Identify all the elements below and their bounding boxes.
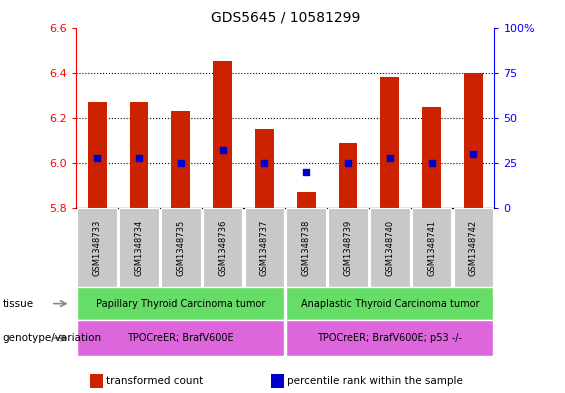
Text: percentile rank within the sample: percentile rank within the sample <box>287 376 463 386</box>
Text: GSM1348737: GSM1348737 <box>260 219 269 276</box>
Bar <box>380 77 399 208</box>
Point <box>302 169 311 175</box>
Point <box>469 151 478 157</box>
Point <box>134 154 144 161</box>
Point <box>427 160 436 166</box>
Text: GSM1348734: GSM1348734 <box>134 219 144 276</box>
Text: tissue: tissue <box>3 299 34 309</box>
Text: genotype/variation: genotype/variation <box>3 333 102 343</box>
Title: GDS5645 / 10581299: GDS5645 / 10581299 <box>211 11 360 25</box>
Point <box>260 160 269 166</box>
Bar <box>213 61 232 208</box>
Point <box>93 154 102 161</box>
Text: TPOCreER; BrafV600E; p53 -/-: TPOCreER; BrafV600E; p53 -/- <box>318 333 462 343</box>
Bar <box>464 73 483 208</box>
Text: Papillary Thyroid Carcinoma tumor: Papillary Thyroid Carcinoma tumor <box>96 299 266 309</box>
Bar <box>422 107 441 208</box>
Text: GSM1348740: GSM1348740 <box>385 220 394 275</box>
Bar <box>171 111 190 208</box>
Bar <box>338 143 358 208</box>
Text: TPOCreER; BrafV600E: TPOCreER; BrafV600E <box>128 333 234 343</box>
Text: GSM1348738: GSM1348738 <box>302 219 311 276</box>
Text: transformed count: transformed count <box>106 376 203 386</box>
Text: GSM1348736: GSM1348736 <box>218 219 227 276</box>
Text: GSM1348741: GSM1348741 <box>427 220 436 275</box>
Text: GSM1348735: GSM1348735 <box>176 219 185 276</box>
Point <box>385 154 394 161</box>
Bar <box>297 193 316 208</box>
Bar <box>88 102 107 208</box>
Bar <box>129 102 149 208</box>
Point <box>176 160 185 166</box>
Point <box>344 160 353 166</box>
Text: Anaplastic Thyroid Carcinoma tumor: Anaplastic Thyroid Carcinoma tumor <box>301 299 479 309</box>
Bar <box>255 129 274 208</box>
Text: GSM1348739: GSM1348739 <box>344 219 353 276</box>
Point <box>218 147 227 154</box>
Text: GSM1348733: GSM1348733 <box>93 219 102 276</box>
Text: GSM1348742: GSM1348742 <box>469 220 478 275</box>
